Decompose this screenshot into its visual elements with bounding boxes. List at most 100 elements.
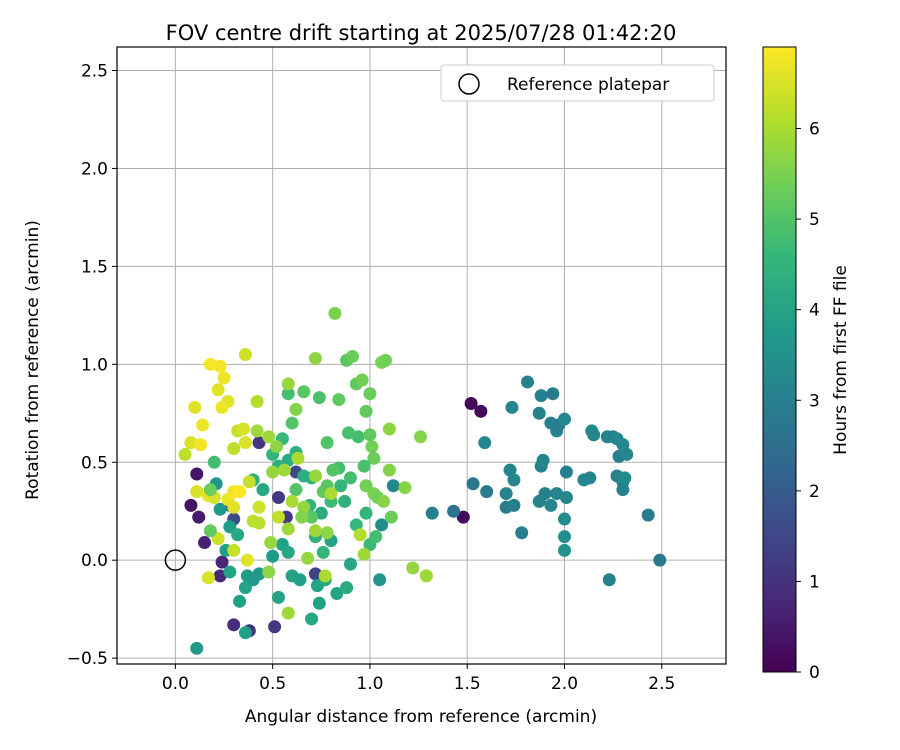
data-point — [312, 596, 326, 610]
data-point — [653, 553, 667, 567]
data-point — [320, 436, 334, 450]
data-point — [425, 506, 439, 520]
data-point — [641, 508, 655, 522]
data-point — [521, 375, 535, 389]
data-point — [270, 440, 284, 454]
data-point — [231, 528, 245, 542]
y-tick-label: 1.0 — [81, 355, 108, 375]
colorbar-ticks: 0 1 2 3 4 5 6 — [796, 120, 820, 683]
data-point — [343, 471, 357, 485]
data-point — [357, 547, 371, 561]
x-tick-label: 0.0 — [162, 674, 189, 694]
data-point — [534, 389, 548, 403]
data-point — [536, 453, 550, 467]
data-point — [558, 512, 572, 526]
data-point — [357, 459, 371, 473]
data-point — [291, 451, 305, 465]
data-point — [312, 391, 326, 405]
data-point — [398, 481, 412, 495]
data-point — [227, 442, 241, 456]
legend-box — [440, 64, 715, 102]
data-point — [474, 404, 488, 418]
data-point — [301, 551, 315, 565]
data-point — [365, 440, 379, 454]
data-point — [507, 473, 521, 487]
data-point — [342, 426, 356, 440]
scatter-points — [178, 306, 667, 655]
data-point — [326, 463, 340, 477]
legend-label: Reference platepar — [507, 75, 669, 95]
data-point — [558, 530, 572, 544]
data-point — [419, 569, 433, 583]
data-point — [297, 500, 311, 514]
data-point — [515, 526, 529, 540]
data-point — [190, 485, 204, 499]
data-point — [201, 571, 215, 585]
data-point — [379, 353, 393, 367]
colorbar-gradient — [762, 46, 797, 673]
data-point — [464, 396, 478, 410]
data-point — [320, 526, 334, 540]
data-point — [233, 485, 247, 499]
legend-open-circle-icon — [458, 73, 480, 95]
data-point — [215, 400, 229, 414]
data-point — [538, 487, 552, 501]
data-point — [480, 485, 494, 499]
data-point — [505, 400, 519, 414]
data-point — [308, 469, 322, 483]
colorbar-tick-label: 0 — [809, 663, 820, 683]
data-point — [203, 524, 217, 538]
data-point — [264, 536, 278, 550]
x-tick-label: 1.5 — [454, 674, 481, 694]
data-point — [295, 510, 309, 524]
colorbar-tick-label: 2 — [809, 482, 820, 502]
data-point — [238, 436, 252, 450]
data-point — [213, 359, 227, 373]
colorbar-tick-label: 1 — [809, 572, 820, 592]
y-tick-label: 0.0 — [81, 551, 108, 571]
data-point — [203, 357, 217, 371]
data-point — [285, 494, 299, 508]
colorbar-tick-label: 6 — [809, 120, 820, 140]
y-tick-label: 2.5 — [81, 62, 108, 82]
data-point — [343, 557, 357, 571]
data-point — [386, 479, 400, 493]
data-point — [215, 555, 229, 569]
plot-frame — [116, 46, 727, 665]
x-tick-label: 2.0 — [551, 674, 578, 694]
data-point — [250, 395, 264, 409]
data-point — [618, 471, 632, 485]
data-point — [377, 494, 391, 508]
data-point — [242, 475, 256, 489]
data-point — [466, 477, 480, 491]
data-point — [367, 451, 381, 465]
data-point — [532, 406, 546, 420]
data-point — [285, 416, 299, 430]
data-point — [616, 438, 630, 452]
data-point — [544, 498, 558, 512]
data-point — [252, 567, 266, 581]
data-point — [332, 393, 346, 407]
data-point — [238, 581, 252, 595]
colorbar-tick-label: 5 — [809, 210, 820, 230]
data-point — [289, 483, 303, 497]
data-point — [194, 438, 208, 452]
data-point — [373, 573, 387, 587]
data-point — [217, 371, 231, 385]
data-point — [281, 545, 295, 559]
data-point — [238, 626, 252, 640]
data-point — [227, 618, 241, 632]
data-point — [499, 487, 513, 501]
data-point — [281, 606, 295, 620]
data-point — [351, 430, 365, 444]
data-point — [240, 553, 254, 567]
y-tick-label: 2.0 — [81, 159, 108, 179]
data-point — [211, 383, 225, 397]
data-point — [184, 498, 198, 512]
x-tick-label: 2.5 — [648, 674, 675, 694]
data-point — [318, 569, 332, 583]
data-point — [297, 385, 311, 399]
data-point — [266, 465, 280, 479]
data-point — [266, 549, 280, 563]
